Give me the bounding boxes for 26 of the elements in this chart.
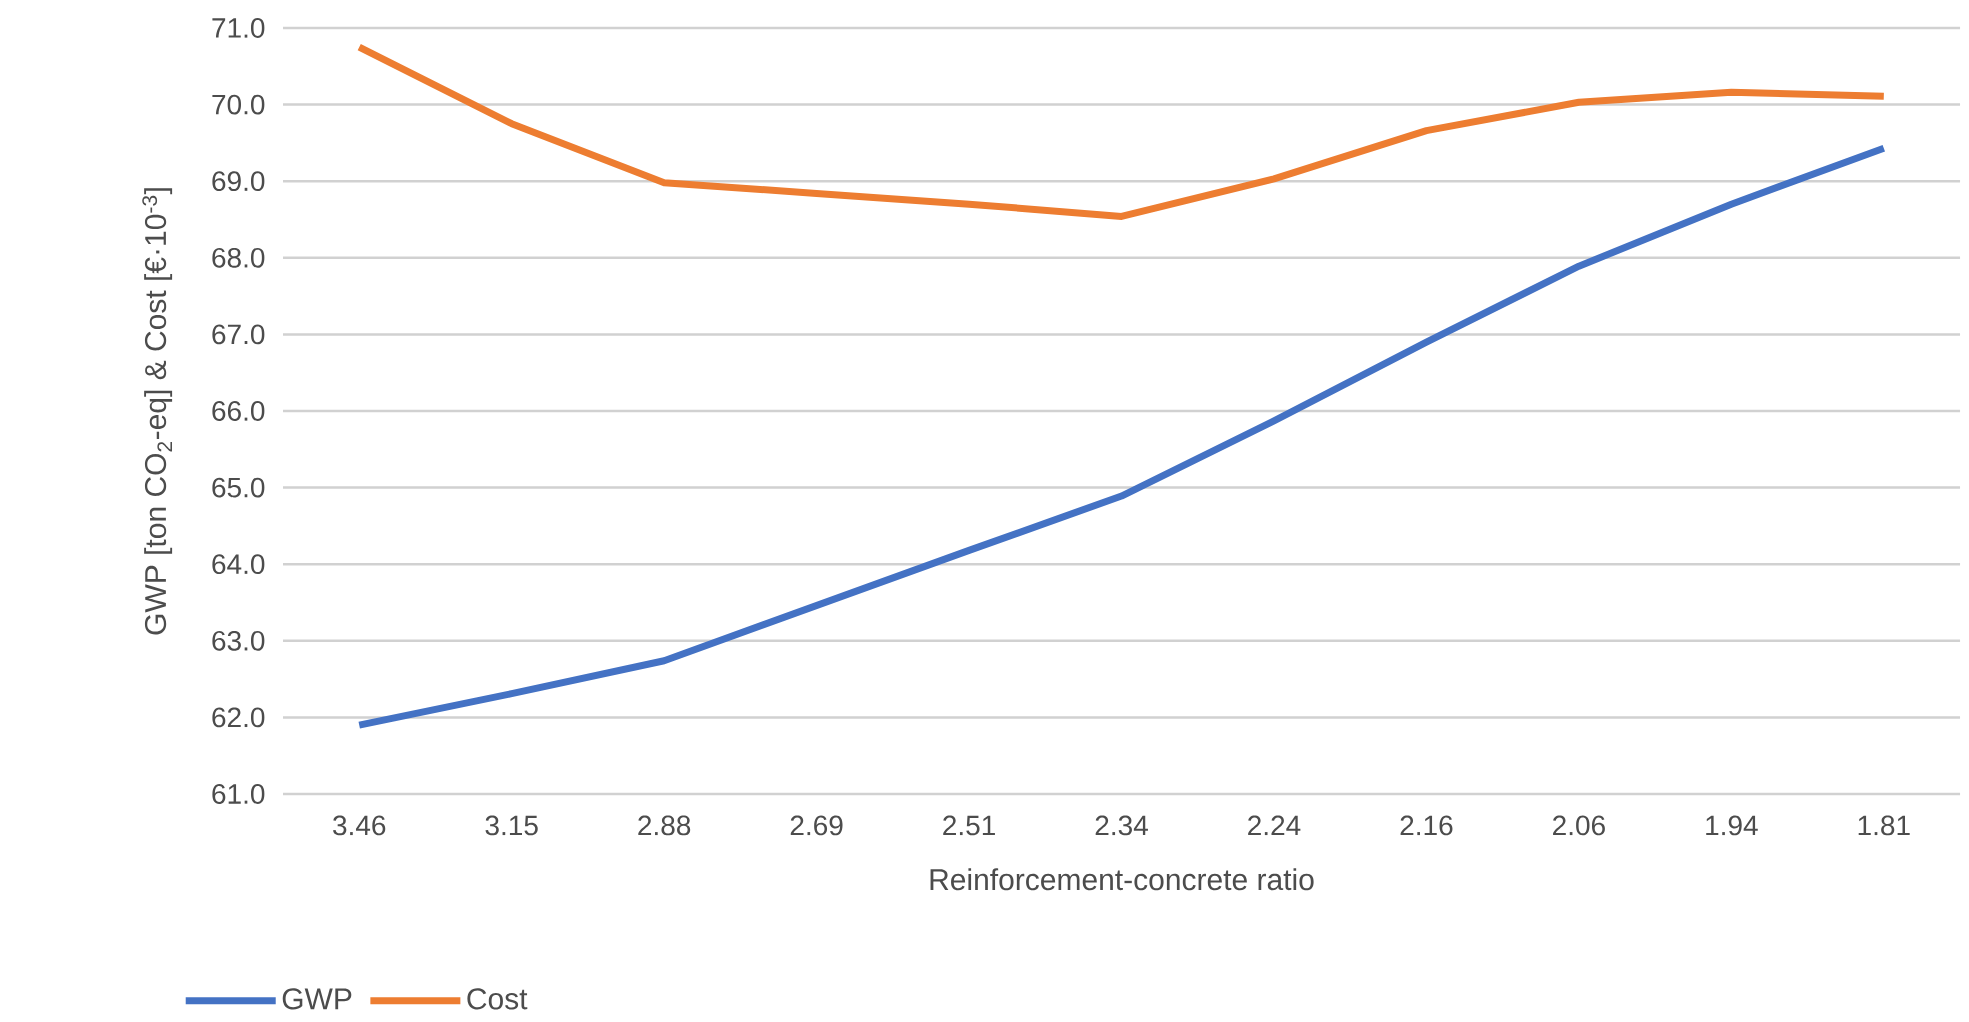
x-tick-label: 2.24 bbox=[1248, 815, 1301, 836]
y-tick-label: 61.0 bbox=[212, 784, 265, 804]
legend-label: GWP bbox=[282, 988, 352, 1010]
x-tick-label: 2.34 bbox=[1095, 815, 1148, 836]
x-tick-label: 2.06 bbox=[1553, 815, 1605, 836]
x-tick-label: 2.69 bbox=[790, 815, 843, 836]
y-tick-label: 70.0 bbox=[212, 94, 265, 115]
x-tick-label: 2.88 bbox=[638, 815, 691, 836]
x-tick-label: 2.51 bbox=[943, 815, 995, 836]
x-tick-label: 1.94 bbox=[1706, 815, 1758, 836]
y-tick-label: 71.0 bbox=[212, 18, 265, 38]
y-tick-label: 68.0 bbox=[212, 247, 265, 268]
y-axis-title: GWP [ton CO$_{2}$-eq] & Cost [€·10$^{-3}$] bbox=[142, 188, 173, 635]
x-tick-label: 3.46 bbox=[333, 815, 386, 836]
x-tick-label: 1.81 bbox=[1858, 815, 1910, 836]
x-tick-label: 3.15 bbox=[485, 815, 538, 836]
x-tick-label: 2.16 bbox=[1400, 815, 1453, 836]
y-tick-label: 65.0 bbox=[212, 477, 265, 498]
legend-label: Cost bbox=[467, 988, 528, 1010]
y-tick-label: 62.0 bbox=[212, 707, 265, 728]
y-tick-label: 67.0 bbox=[212, 324, 265, 345]
y-tick-label: 66.0 bbox=[212, 401, 265, 421]
y-tick-label: 64.0 bbox=[212, 554, 265, 575]
y-tick-label: 63.0 bbox=[212, 630, 265, 651]
y-tick-label: 69.0 bbox=[212, 171, 265, 192]
x-axis-title: Reinforcement-concrete ratio bbox=[930, 868, 1314, 891]
